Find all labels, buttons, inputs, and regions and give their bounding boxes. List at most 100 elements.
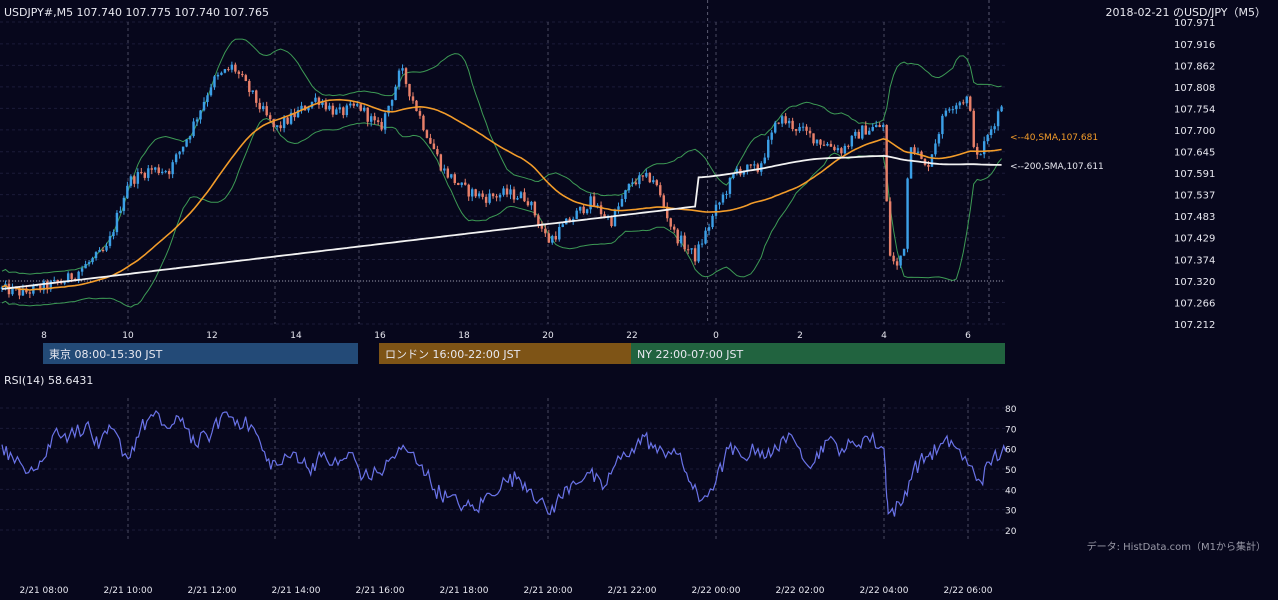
price-tick-label: 107.591	[1174, 169, 1215, 180]
candle-body	[596, 205, 599, 207]
candle-body	[641, 175, 645, 177]
candle-body	[934, 143, 937, 155]
candle-body	[474, 189, 477, 197]
candle-body	[679, 235, 683, 244]
date-tick-label: 2/21 08:00	[19, 586, 68, 596]
candle-body	[98, 250, 101, 253]
candle-body	[753, 164, 756, 166]
candle-body	[599, 205, 603, 215]
candle-body	[286, 117, 289, 124]
candle-body	[192, 121, 195, 137]
candle-body	[613, 209, 617, 227]
candle-body	[551, 235, 554, 243]
candle-body	[126, 185, 129, 198]
candle-body	[700, 243, 704, 245]
candle-body	[195, 119, 199, 122]
candle-body	[770, 132, 773, 140]
date-tick-label: 2/21 20:00	[523, 586, 572, 596]
data-source-note: データ: HistData.com（M1から集計）	[1087, 540, 1266, 553]
candle-body	[143, 172, 147, 178]
candle-body	[446, 168, 450, 178]
rsi-tick-label: 20	[1005, 527, 1017, 537]
hour-tick-label: 4	[881, 331, 887, 341]
date-tick-label: 2/22 06:00	[943, 586, 992, 596]
candle-body	[906, 178, 909, 249]
price-tick-label: 107.537	[1174, 191, 1215, 202]
candle-body	[307, 107, 310, 111]
candle-body	[986, 135, 989, 142]
session-bar	[43, 343, 358, 364]
candle-body	[798, 126, 801, 131]
candle-body	[864, 125, 867, 135]
candle-body	[697, 244, 700, 262]
candle-body	[470, 189, 474, 197]
price-tick-label: 107.374	[1174, 256, 1215, 267]
candle-body	[241, 73, 244, 76]
price-tick-label: 107.808	[1174, 83, 1215, 94]
rsi-tick-label: 30	[1005, 507, 1017, 517]
candle-body	[558, 226, 561, 240]
candle-body	[342, 107, 345, 116]
candle-body	[481, 193, 484, 197]
candle-body	[439, 154, 443, 171]
candle-body	[672, 226, 676, 230]
candle-body	[951, 109, 955, 111]
candle-body	[477, 193, 481, 197]
candle-body	[683, 235, 686, 250]
candle-body	[314, 97, 317, 102]
candle-body	[77, 271, 80, 280]
candle-body	[244, 75, 248, 81]
candle-body	[874, 125, 878, 127]
candle-body	[105, 245, 108, 251]
sma40-label: <--40,SMA,107.681	[1010, 133, 1098, 143]
candle-body	[784, 116, 787, 124]
session-label: NY 22:00-07:00 JST	[637, 348, 744, 361]
date-tick-label: 2/22 00:00	[691, 586, 740, 596]
candle-body	[631, 182, 634, 184]
candle-body	[394, 86, 397, 101]
candle-body	[223, 69, 227, 73]
hour-tick-label: 8	[41, 331, 47, 341]
candle-body	[429, 137, 432, 144]
candle-body	[21, 288, 25, 296]
candle-body	[453, 174, 456, 184]
candle-body	[780, 116, 784, 124]
candle-body	[669, 218, 672, 227]
candle-body	[655, 180, 659, 186]
candle-body	[826, 143, 829, 146]
candle-body	[119, 210, 122, 213]
candle-body	[822, 144, 826, 146]
candle-body	[39, 285, 42, 291]
candle-body	[742, 171, 746, 175]
session-bars: 東京 08:00-15:30 JST ロンドン 16:00-22:00 JST NY…	[43, 343, 1005, 364]
candle-body	[331, 105, 335, 115]
candle-body	[544, 228, 547, 234]
candle-body	[537, 215, 540, 225]
candle-body	[160, 171, 164, 174]
candle-body	[80, 268, 84, 272]
rsi-title: RSI(14) 58.6431	[4, 374, 93, 387]
candle-body	[847, 145, 850, 147]
candle-body	[404, 68, 408, 84]
candle-body	[721, 194, 725, 203]
candle-body	[711, 215, 714, 228]
candle-body	[112, 232, 115, 237]
candle-body	[763, 157, 766, 164]
candle-body	[380, 121, 383, 130]
candle-body	[916, 151, 920, 153]
candle-body	[732, 173, 735, 179]
candle-body	[491, 193, 495, 197]
candle-body	[87, 262, 91, 265]
candle-body	[645, 172, 648, 177]
candle-body	[133, 176, 136, 184]
hour-tick-label: 18	[458, 331, 470, 341]
candle-body	[808, 130, 812, 134]
candle-body	[927, 164, 930, 167]
candle-body	[171, 162, 174, 175]
rsi-tick-label: 60	[1005, 446, 1017, 456]
hour-tick-label: 12	[206, 331, 217, 341]
candle-body	[756, 164, 760, 172]
candle-body	[150, 168, 153, 170]
hour-axis: 8 10 12 14 16 18 20 22 0 2 4 6	[41, 331, 971, 341]
candle-body	[620, 198, 624, 207]
